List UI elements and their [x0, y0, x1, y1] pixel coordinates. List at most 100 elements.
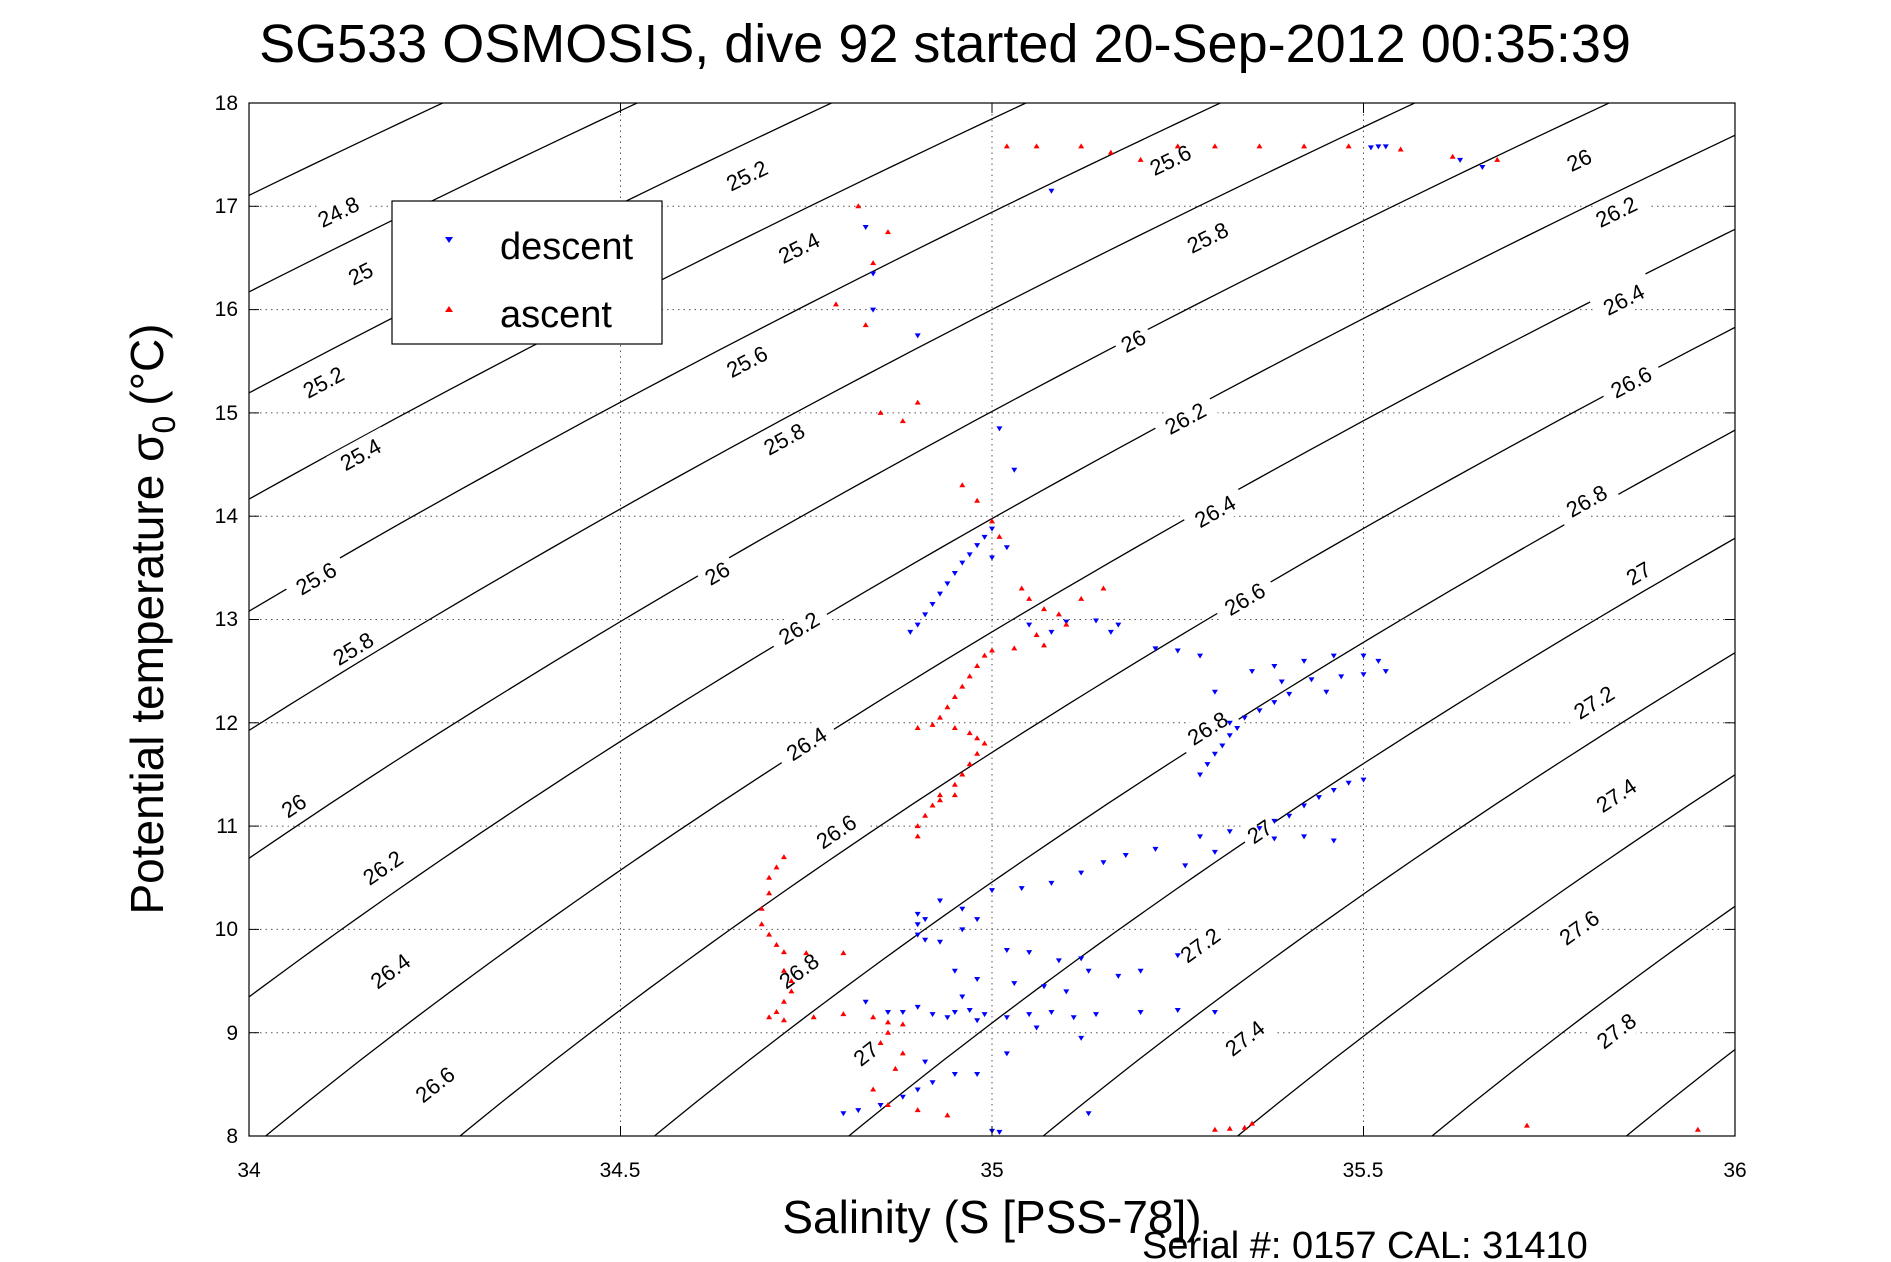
ascent-point — [989, 647, 995, 653]
ascent-point — [758, 905, 765, 911]
ascent-point — [1397, 146, 1404, 152]
descent-point — [974, 543, 981, 549]
descent-point — [1211, 751, 1218, 757]
descent-point — [1211, 1010, 1218, 1016]
ascent-point — [1033, 631, 1040, 637]
contour-label-bg — [1210, 571, 1279, 627]
descent-point — [989, 526, 995, 532]
contour-label-bg — [802, 802, 870, 861]
descent-point — [1271, 836, 1278, 842]
descent-point — [1211, 849, 1218, 855]
ascent-point — [1063, 621, 1070, 627]
x-tick-label: 35 — [980, 1159, 1003, 1182]
descent-point — [1249, 669, 1256, 675]
ascent-point — [1018, 585, 1025, 591]
descent-point — [1271, 700, 1278, 706]
ascent-point — [758, 921, 765, 927]
x-axis-label: Salinity (S [PSS-78]) — [782, 1191, 1201, 1243]
descent-point — [966, 1007, 973, 1013]
descent-point — [1100, 860, 1107, 866]
descent-point — [1078, 956, 1085, 962]
ascent-point — [773, 941, 780, 947]
descent-point — [914, 932, 921, 938]
x-tick-label: 34 — [237, 1159, 261, 1182]
ascent-point — [966, 673, 973, 679]
ascent-point — [1256, 143, 1263, 149]
contour-label-bg — [842, 1031, 889, 1076]
descent-point — [870, 307, 877, 313]
y-tick-label: 10 — [215, 918, 238, 941]
contour-label-bg — [765, 599, 833, 656]
descent-point — [1003, 1015, 1010, 1021]
ascent-point — [1301, 143, 1308, 149]
contour-label-bg — [289, 355, 358, 409]
descent-point — [914, 333, 921, 339]
ascent-point — [899, 1021, 906, 1027]
contour-label-bg — [1615, 551, 1661, 595]
descent-point — [1026, 1012, 1033, 1018]
descent-point — [884, 1010, 891, 1016]
y-tick-label: 8 — [226, 1125, 238, 1148]
descent-point — [1211, 689, 1218, 695]
ascent-point — [951, 792, 958, 798]
ascent-point — [936, 714, 943, 720]
descent-point — [1115, 973, 1122, 979]
descent-point — [1256, 708, 1263, 714]
contour-label-bg — [1211, 1007, 1278, 1068]
descent-point — [944, 1015, 951, 1021]
ascent-point — [1041, 606, 1048, 612]
x-tick-label: 35.5 — [1343, 1159, 1384, 1182]
descent-point — [1338, 674, 1345, 680]
descent-point — [1330, 787, 1337, 793]
contour-label-bg — [712, 149, 781, 202]
descent-point — [1003, 1051, 1010, 1057]
ascent-point — [788, 988, 795, 994]
contour-label-bg — [349, 838, 417, 897]
contour-label-group: 27.2 — [1166, 915, 1234, 975]
isopycnal-line — [264, 228, 1735, 1136]
ascent-point — [966, 730, 973, 736]
descent-point — [1026, 622, 1033, 628]
ascent-point — [899, 418, 906, 424]
descent-point — [929, 602, 936, 608]
contour-label-group: 27 — [1615, 551, 1661, 595]
descent-point — [1457, 157, 1464, 163]
descent-point — [1278, 679, 1285, 685]
ascent-point — [840, 950, 847, 956]
contour-label-bg — [319, 620, 387, 677]
descent-point — [974, 1018, 981, 1024]
contour-label-bg — [326, 427, 395, 482]
ascent-point — [766, 931, 773, 937]
ascent-point — [936, 792, 943, 798]
ascent-point — [788, 978, 795, 984]
descent-point — [974, 917, 981, 923]
descent-point — [914, 1087, 921, 1093]
descent-point — [1479, 165, 1486, 171]
descent-point — [1286, 691, 1293, 697]
descent-point — [1026, 950, 1033, 956]
ascent-point — [951, 781, 958, 787]
contour-label-bg — [1545, 897, 1613, 957]
descent-point — [1301, 803, 1308, 809]
descent-point — [1085, 1111, 1092, 1117]
contour-label-bg — [1582, 185, 1651, 238]
descent-point — [1301, 658, 1308, 664]
descent-point — [1174, 648, 1181, 654]
ascent-point — [1174, 143, 1181, 149]
descent-point — [1011, 467, 1018, 473]
ascent-point — [1107, 149, 1114, 155]
contour-label-bg — [356, 941, 424, 1001]
descent-point — [1182, 863, 1189, 869]
contour-label-bg — [1173, 699, 1242, 757]
ascent-point — [1449, 153, 1456, 159]
descent-point — [1048, 629, 1055, 635]
y-tick-label: 11 — [216, 815, 238, 838]
descent-point — [1345, 780, 1352, 786]
ascent-point — [1694, 1126, 1701, 1132]
ascent-point — [944, 704, 951, 710]
legend-box — [391, 200, 663, 345]
descent-point — [1330, 838, 1337, 844]
legend: descent ascent — [391, 200, 663, 345]
descent-point — [1382, 669, 1389, 675]
ascent-point — [870, 1086, 877, 1092]
